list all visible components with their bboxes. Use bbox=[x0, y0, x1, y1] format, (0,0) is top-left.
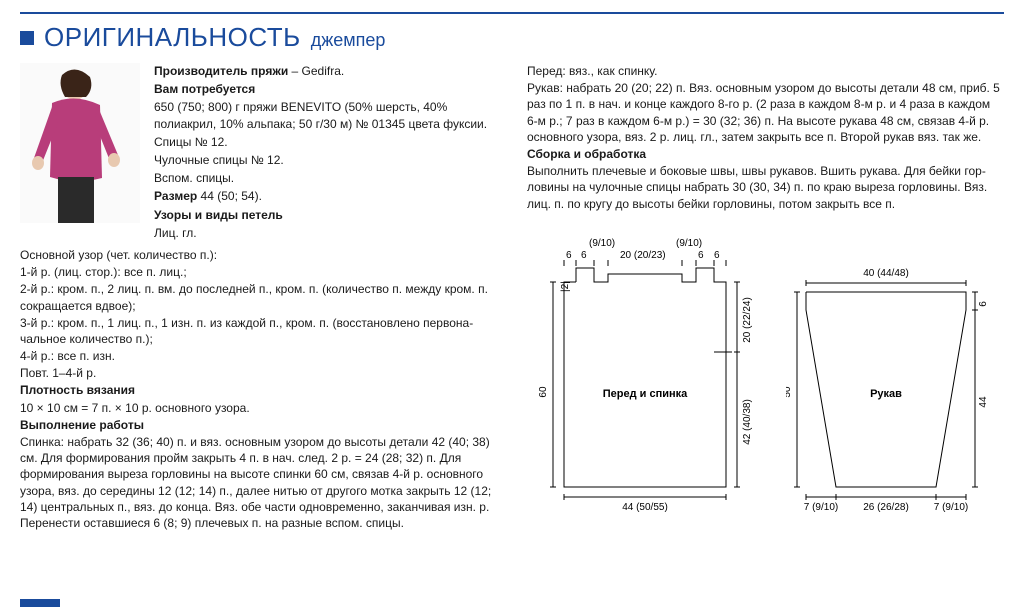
producer-value: – Gedifra. bbox=[288, 64, 344, 78]
svg-text:7 (9/10): 7 (9/10) bbox=[933, 502, 967, 512]
model-photo bbox=[20, 63, 140, 223]
svg-text:6: 6 bbox=[714, 250, 720, 261]
patterns-label: Узоры и виды петель bbox=[154, 207, 497, 223]
needles-2: Чулочные спицы № 12. bbox=[154, 152, 497, 168]
svg-text:60: 60 bbox=[538, 386, 549, 398]
svg-text:6: 6 bbox=[581, 250, 587, 261]
svg-text:6: 6 bbox=[698, 250, 704, 261]
sleeve-text: Рукав: набрать 20 (20; 22) п. Вяз. основ… bbox=[527, 80, 1004, 145]
schema-sleeve: 40 (44/48) 6 44 50 7 (9/10) 26 (26/28) 7… bbox=[786, 232, 996, 516]
row-2: 2-й р.: кром. п., 2 лиц. п. вм. до после… bbox=[20, 281, 497, 313]
right-column: Перед: вяз., как спинку. Рукав: набрать … bbox=[527, 63, 1004, 532]
left-column: Производитель пряжи – Gedifra. Вам потре… bbox=[20, 63, 497, 532]
svg-text:20 (20/23): 20 (20/23) bbox=[620, 250, 666, 261]
svg-text:Рукав: Рукав bbox=[870, 388, 902, 400]
svg-text:20 (22/24): 20 (22/24) bbox=[742, 297, 753, 343]
title-main: ОРИГИНАЛЬНОСТЬ bbox=[44, 20, 301, 55]
needles-3: Вспом. спицы. bbox=[154, 170, 497, 186]
svg-text:Перед и спинка: Перед и спинка bbox=[602, 388, 687, 400]
work-label: Выполнение работы bbox=[20, 417, 497, 433]
density-text: 10 × 10 см = 7 п. × 10 р. основного узор… bbox=[20, 400, 497, 416]
svg-text:40 (44/48): 40 (44/48) bbox=[863, 268, 909, 279]
yarn-text: 650 (750; 800) г пряжи BENEVITO (50% шер… bbox=[154, 99, 497, 131]
svg-text:7 (9/10): 7 (9/10) bbox=[803, 502, 837, 512]
intro-block: Производитель пряжи – Gedifra. Вам потре… bbox=[20, 63, 497, 243]
title-sub: джемпер bbox=[311, 28, 386, 52]
repeat: Повт. 1–4-й р. bbox=[20, 365, 497, 381]
svg-text:6: 6 bbox=[566, 250, 572, 261]
schema-body: 6 6 (9/10) 20 (20/23) (9/10) 6 6 |2| 60 … bbox=[536, 232, 766, 516]
row-1: 1-й р. (лиц. стор.): все п. лиц.; bbox=[20, 264, 497, 280]
assembly-text: Выполнить плечевые и боковые швы, швы ру… bbox=[527, 163, 1004, 212]
intro-text: Производитель пряжи – Gedifra. Вам потре… bbox=[154, 63, 497, 243]
svg-text:(9/10): (9/10) bbox=[589, 238, 615, 249]
schemas: 6 6 (9/10) 20 (20/23) (9/10) 6 6 |2| 60 … bbox=[527, 232, 1004, 516]
bottom-tick bbox=[20, 599, 60, 607]
content-columns: Производитель пряжи – Gedifra. Вам потре… bbox=[20, 63, 1004, 532]
need-label: Вам потребуется bbox=[154, 81, 497, 97]
svg-text:(9/10): (9/10) bbox=[676, 238, 702, 249]
density-label: Плотность вязания bbox=[20, 382, 497, 398]
lic-gl: Лиц. гл. bbox=[154, 225, 497, 241]
top-rule bbox=[20, 12, 1004, 14]
row-3: 3-й р.: кром. п., 1 лиц. п., 1 изн. п. и… bbox=[20, 315, 497, 347]
svg-text:26 (26/28): 26 (26/28) bbox=[863, 502, 909, 512]
back-text: Спинка: набрать 32 (36; 40) п. и вяз. ос… bbox=[20, 434, 497, 531]
row-4: 4-й р.: все п. изн. bbox=[20, 348, 497, 364]
assembly-label: Сборка и обработка bbox=[527, 146, 1004, 162]
svg-text:50: 50 bbox=[786, 386, 793, 398]
svg-text:44 (50/55): 44 (50/55) bbox=[622, 502, 668, 512]
svg-text:44: 44 bbox=[978, 396, 989, 408]
size-label: Размер bbox=[154, 189, 197, 203]
svg-text:6: 6 bbox=[978, 301, 989, 307]
header-bullet bbox=[20, 31, 34, 45]
svg-text:42 (40/38): 42 (40/38) bbox=[742, 399, 753, 445]
size-value: 44 (50; 54). bbox=[197, 189, 262, 203]
producer-label: Производитель пряжи bbox=[154, 64, 288, 78]
main-pattern-header: Основной узор (чет. количество п.): bbox=[20, 247, 497, 263]
svg-text:|2|: |2| bbox=[560, 281, 571, 292]
page-header: ОРИГИНАЛЬНОСТЬ джемпер bbox=[20, 20, 1004, 55]
front-text: Перед: вяз., как спинку. bbox=[527, 63, 1004, 79]
needles-1: Спицы № 12. bbox=[154, 134, 497, 150]
